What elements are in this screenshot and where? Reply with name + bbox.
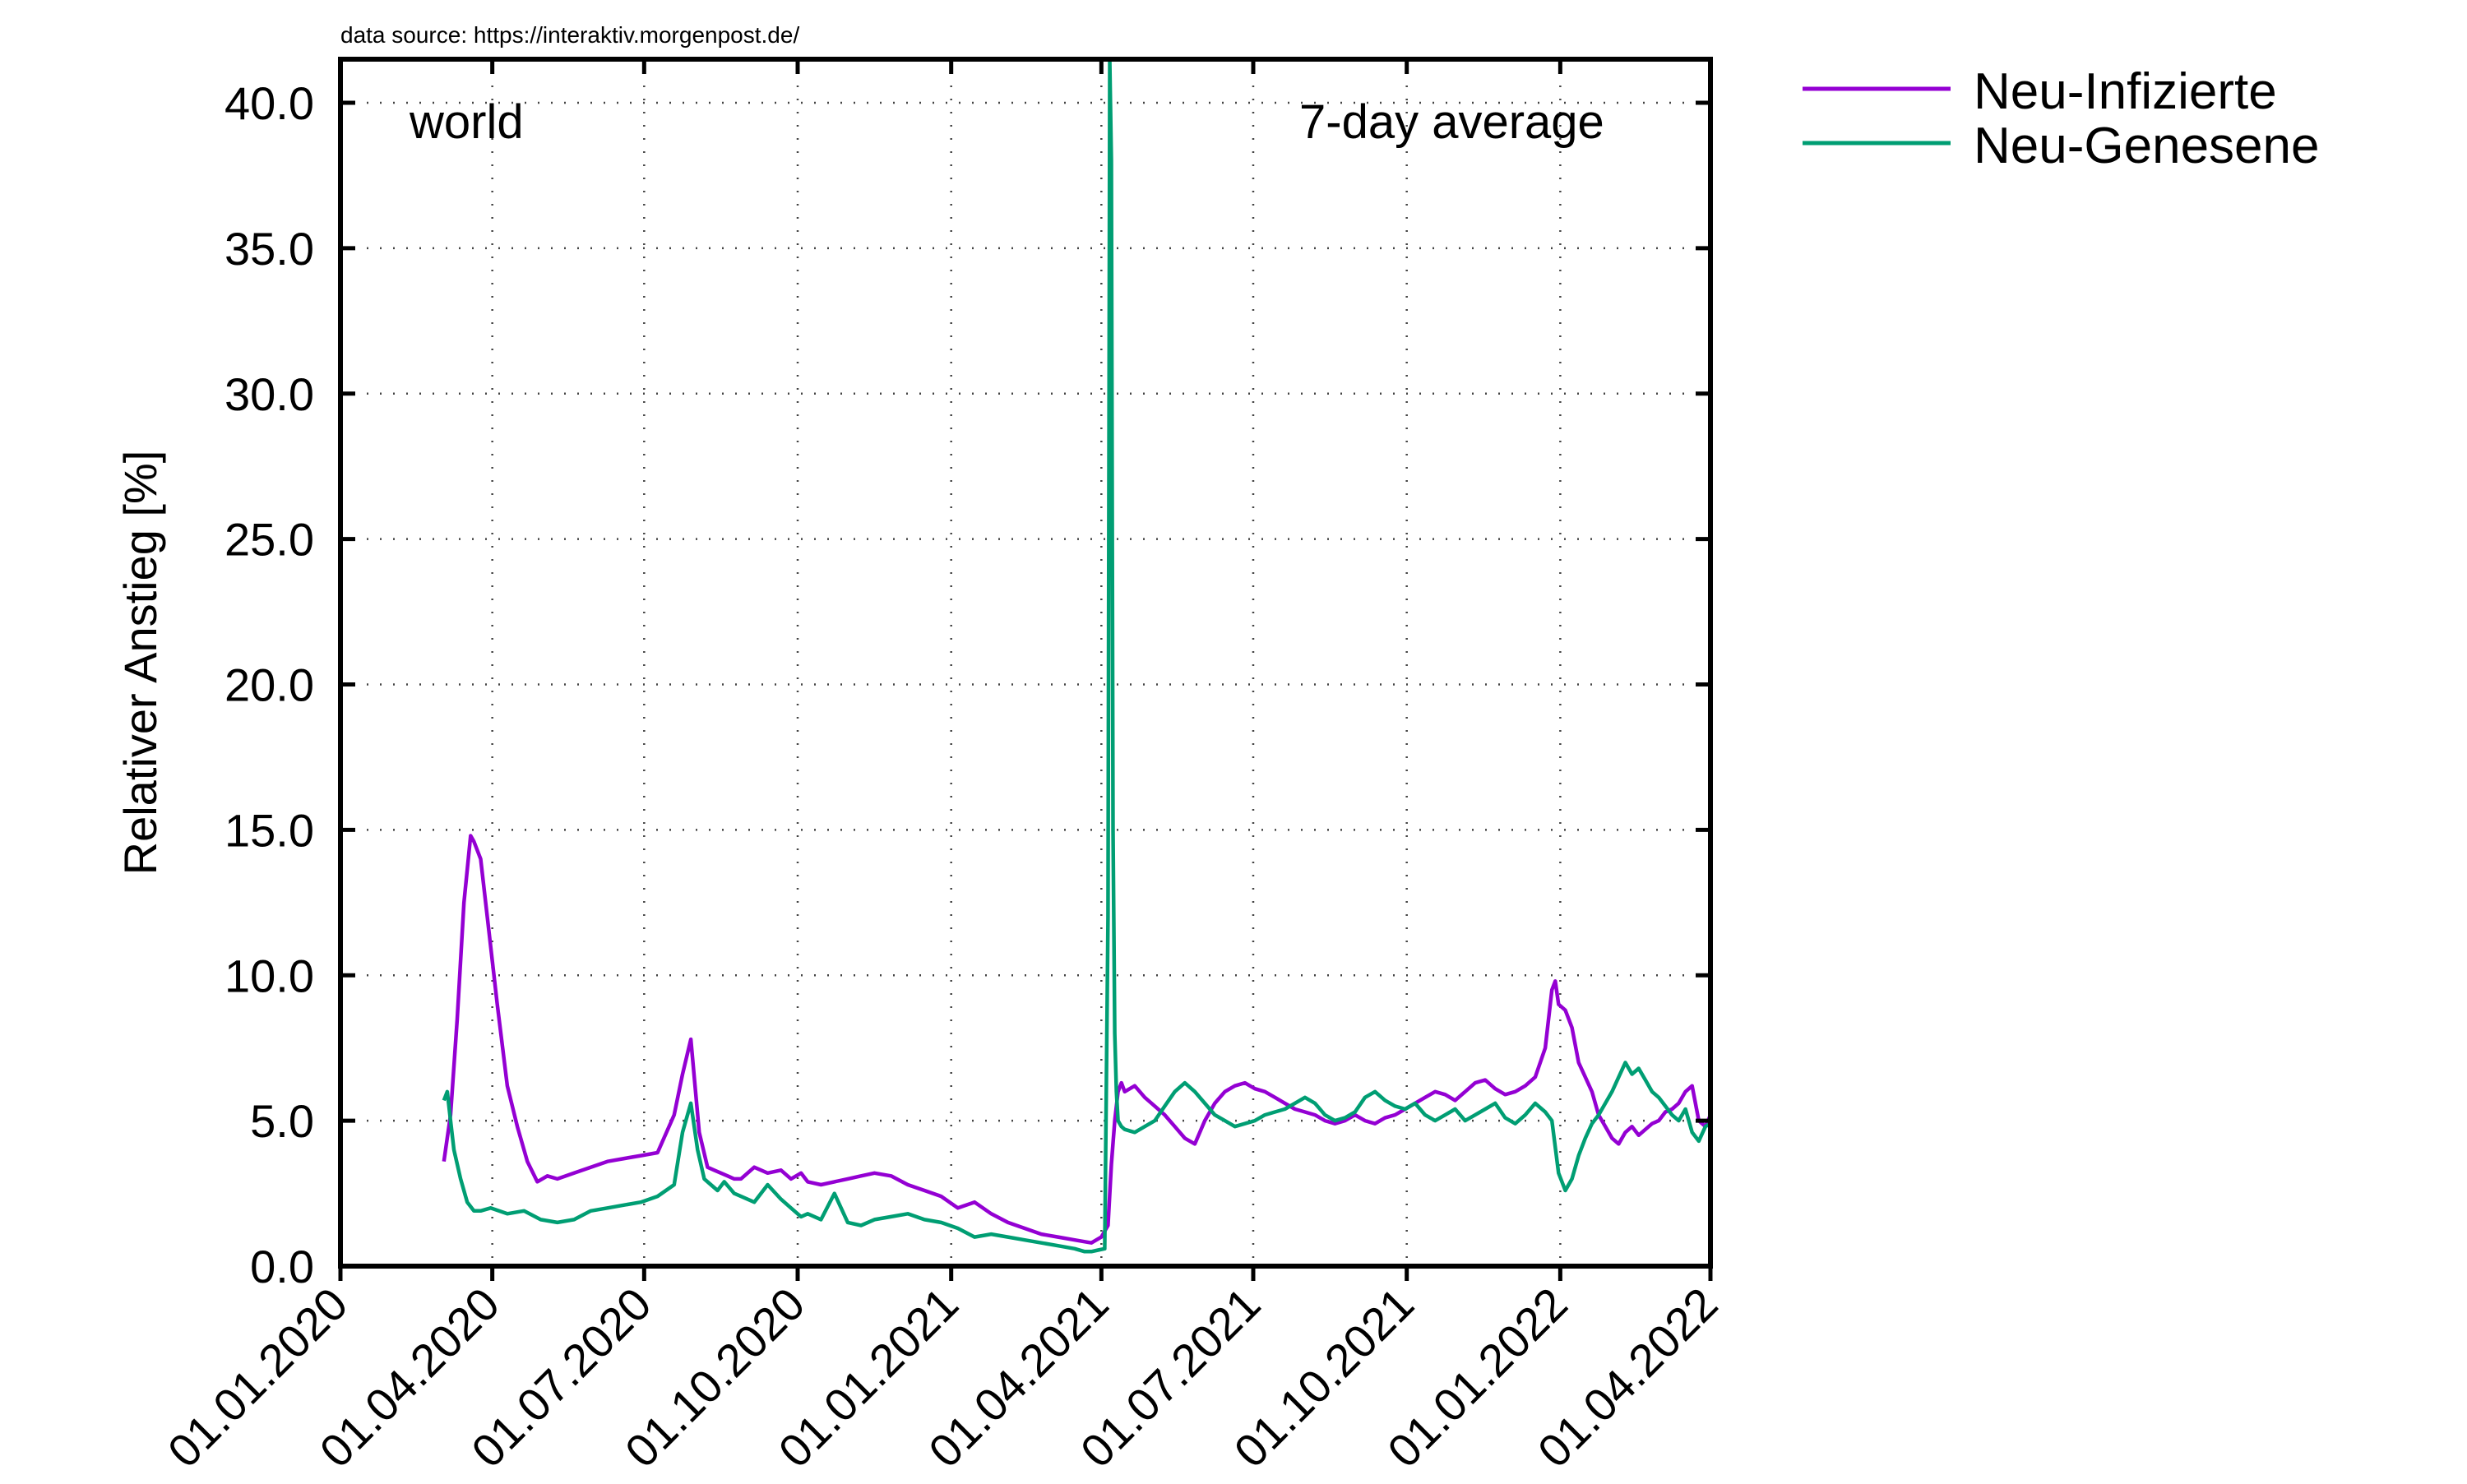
y-tick-label: 10.0 (224, 950, 314, 1001)
y-axis-label: Relativer Anstieg [%] (114, 451, 166, 876)
y-tick-label: 25.0 (224, 514, 314, 566)
series-layer (442, 59, 1710, 1254)
legend-label: Neu-Infizierte (1974, 63, 2277, 120)
series-line-neu-genesene (442, 59, 1710, 1254)
region-label: world (409, 95, 524, 149)
y-tick-label: 5.0 (250, 1095, 314, 1147)
y-tick-label: 15.0 (224, 804, 314, 856)
y-tick-label: 0.0 (250, 1241, 314, 1292)
y-tick-label: 40.0 (224, 77, 314, 129)
data-source-note: data source: https://interaktiv.morgenpo… (340, 22, 799, 48)
y-tick-label: 20.0 (224, 659, 314, 711)
y-tick-label: 35.0 (224, 223, 314, 275)
y-axis: 0.0 5.0 10.0 15.0 20.0 25.0 30.0 35.0 40.0 (224, 77, 1710, 1292)
y-tick-label: 30.0 (224, 368, 314, 420)
legend-label: Neu-Genesene (1974, 118, 2320, 174)
grid (340, 59, 1710, 1266)
series-line-neu-infizierte (442, 834, 1710, 1245)
average-label: 7-day average (1299, 95, 1604, 149)
plot-frame (338, 57, 1713, 1269)
